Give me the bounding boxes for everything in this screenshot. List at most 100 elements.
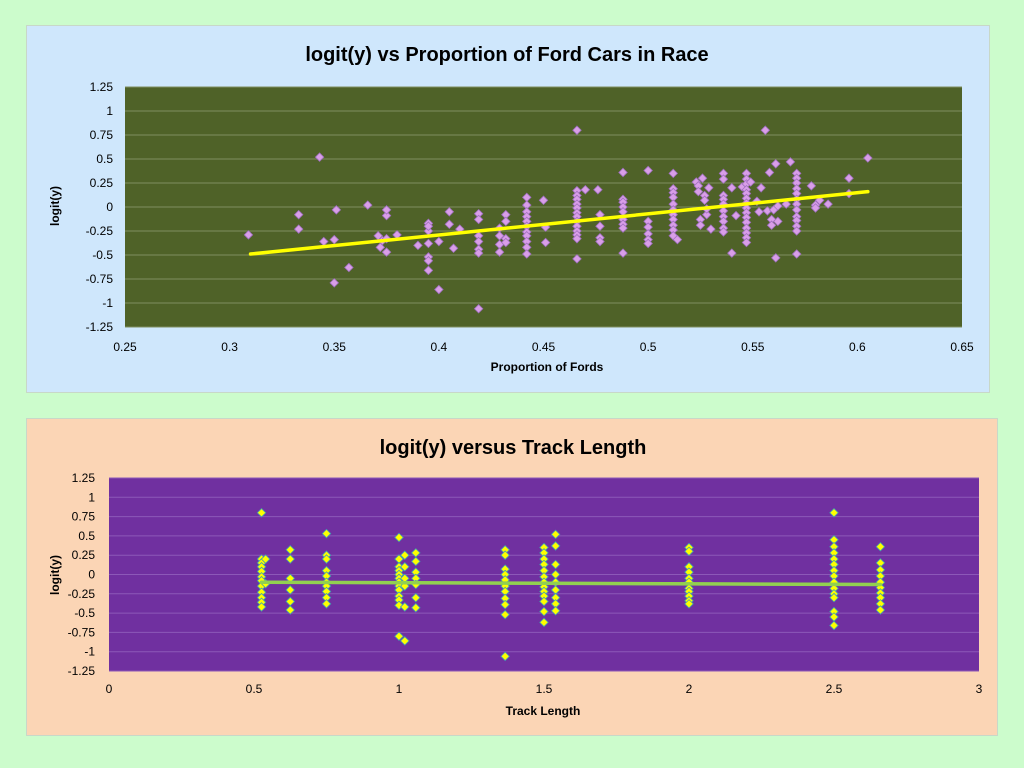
chart-title: logit(y) vs Proportion of Ford Cars in R… — [305, 44, 708, 66]
data-point — [844, 173, 854, 183]
data-point — [540, 237, 551, 248]
data-point — [423, 221, 434, 231]
data-point — [829, 507, 839, 518]
data-point — [863, 153, 873, 163]
data-point — [314, 152, 325, 162]
data-point — [448, 243, 459, 254]
y-tick-label: 1 — [88, 490, 95, 504]
data-point — [293, 224, 304, 234]
data-point — [718, 227, 729, 237]
data-point — [668, 168, 679, 179]
data-point — [444, 219, 455, 230]
data-point — [706, 224, 716, 234]
y-tick-label: -1.25 — [68, 664, 96, 678]
data-point — [381, 205, 392, 215]
y-tick-label: -0.25 — [86, 224, 114, 238]
data-point — [423, 265, 434, 276]
data-point — [500, 550, 510, 560]
data-point — [394, 631, 404, 642]
data-point — [791, 249, 802, 259]
data-point — [572, 125, 582, 135]
data-point — [538, 195, 549, 206]
x-tick-label: 0.3 — [221, 340, 238, 354]
data-point — [697, 173, 708, 183]
data-point — [684, 546, 694, 557]
data-point — [413, 240, 423, 251]
data-point — [771, 253, 781, 263]
data-point — [400, 562, 410, 572]
data-point — [727, 248, 737, 258]
y-tick-label: -1 — [84, 645, 95, 659]
y-tick-label: 0.75 — [90, 128, 114, 142]
x-tick-label: 0.65 — [950, 340, 974, 354]
data-point — [773, 201, 783, 211]
data-point — [593, 184, 603, 195]
data-point — [411, 602, 421, 613]
x-tick-label: 0.25 — [113, 340, 137, 354]
y-tick-label: -0.5 — [92, 248, 113, 262]
data-point — [500, 599, 510, 610]
x-tick-label: 2.5 — [826, 682, 843, 696]
data-point — [381, 210, 392, 221]
y-tick-label: -0.5 — [74, 606, 95, 620]
data-point — [329, 278, 340, 288]
data-point — [829, 592, 839, 603]
x-tick-label: 1 — [396, 682, 403, 696]
data-point — [580, 184, 591, 195]
data-point — [434, 236, 444, 247]
y-tick-label: 0.25 — [90, 176, 114, 190]
y-tick-label: -0.75 — [68, 625, 96, 639]
data-point — [618, 167, 628, 178]
chart-panel-track-length: logit(y) versus Track Length Track Lengt… — [26, 418, 998, 736]
data-point — [501, 216, 511, 227]
data-point — [731, 210, 741, 221]
y-tick-label: -1.25 — [86, 320, 114, 334]
data-point — [572, 254, 582, 264]
data-point — [672, 234, 683, 245]
data-point — [285, 585, 296, 595]
data-point — [718, 174, 729, 184]
data-point — [810, 203, 821, 213]
data-point — [539, 606, 549, 617]
x-tick-label: 2 — [686, 682, 693, 696]
data-point — [243, 230, 254, 240]
data-point — [500, 651, 510, 662]
data-point — [400, 636, 410, 646]
data-point — [550, 606, 561, 616]
y-axis-label: logit(y) — [48, 555, 62, 595]
data-point — [701, 209, 712, 220]
x-tick-label: 0.5 — [640, 340, 657, 354]
data-point — [321, 599, 332, 609]
data-point — [875, 541, 886, 552]
data-point — [550, 541, 561, 551]
x-tick-label: 0.55 — [741, 340, 765, 354]
data-point — [362, 200, 373, 210]
data-point — [423, 255, 434, 266]
data-point — [550, 529, 561, 540]
data-point — [394, 532, 404, 543]
trendline-overlay — [261, 580, 881, 587]
data-point — [684, 599, 694, 609]
y-tick-label: 0 — [88, 568, 95, 582]
data-point — [293, 209, 304, 220]
data-point — [806, 181, 817, 191]
data-point — [781, 199, 791, 209]
data-point — [473, 303, 484, 314]
y-tick-label: -0.75 — [86, 272, 114, 286]
data-point — [500, 609, 510, 620]
data-point — [572, 233, 582, 244]
data-point — [473, 248, 484, 258]
data-point — [434, 284, 444, 295]
y-tick-label: 0.5 — [78, 529, 95, 543]
x-tick-label: 0.6 — [849, 340, 866, 354]
data-point — [285, 554, 296, 564]
data-point — [260, 554, 271, 564]
data-point — [764, 167, 775, 178]
data-point — [501, 237, 511, 248]
x-tick-label: 0.4 — [431, 340, 448, 354]
data-point — [444, 207, 455, 217]
chart-panel-ford-proportion: logit(y) vs Proportion of Ford Cars in R… — [26, 25, 990, 393]
data-point — [411, 592, 421, 603]
x-tick-label: 1.5 — [536, 682, 553, 696]
data-point — [494, 247, 505, 257]
